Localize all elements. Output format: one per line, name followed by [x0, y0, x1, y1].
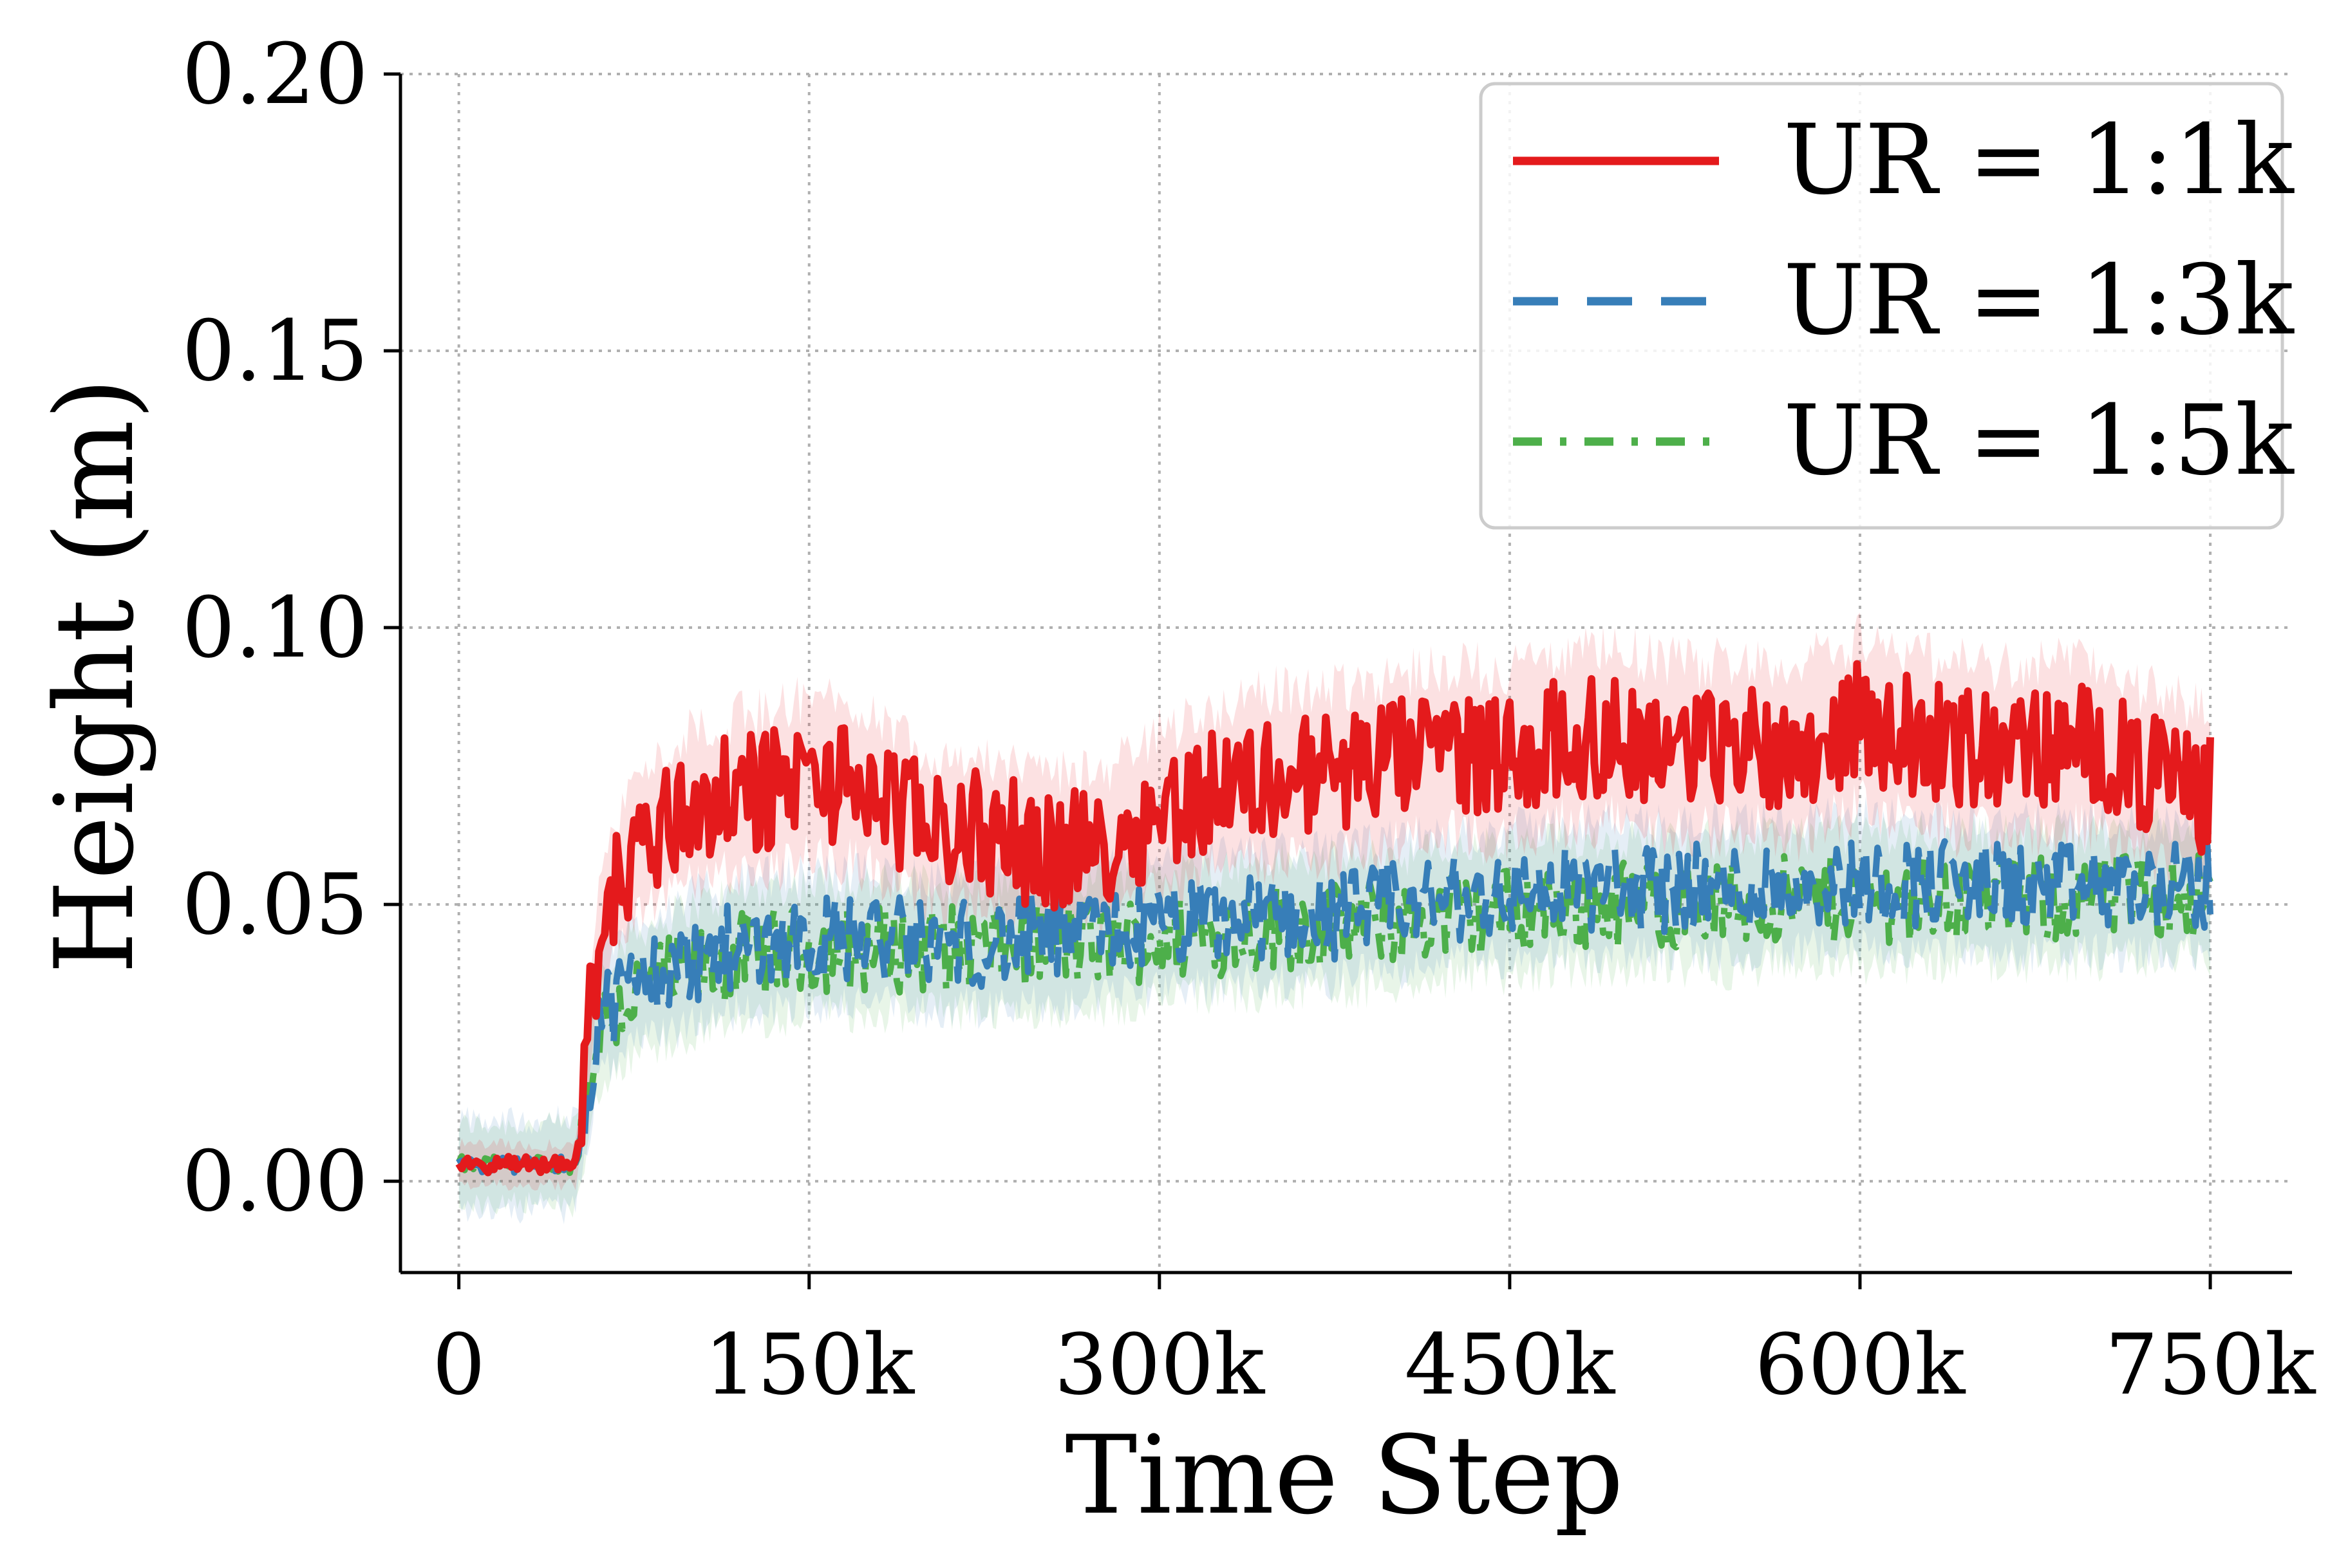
axes	[399, 74, 2292, 1274]
x-axis-label: Time Step	[1065, 1412, 1623, 1538]
x-tick-label: 450k	[1404, 1316, 1615, 1414]
legend-box	[1479, 82, 2284, 530]
x-tick-label: 150k	[704, 1316, 915, 1414]
legend-label: UR = 1:5k	[1783, 385, 2295, 497]
y-tick-label: 0.00	[182, 1132, 368, 1230]
y-tick-label: 0.15	[182, 302, 368, 400]
y-axis-ticks: 0.00 0.05 0.10 0.15 0.20	[182, 25, 400, 1230]
x-tick-label: 750k	[2105, 1316, 2316, 1414]
y-tick-label: 0.10	[182, 579, 368, 677]
y-tick-label: 0.20	[182, 25, 368, 123]
legend-label: UR = 1:1k	[1783, 104, 2295, 216]
series-lines	[455, 660, 2214, 1177]
y-axis-label: Height (m)	[32, 378, 158, 975]
y-tick-label: 0.05	[182, 855, 368, 953]
legend: UR = 1:1k UR = 1:3k UR = 1:5k	[1479, 82, 2295, 530]
series-line-ur-1-1k	[455, 660, 2214, 1177]
x-tick-label: 600k	[1755, 1316, 1966, 1414]
series-line-ur-1-3k	[456, 838, 2213, 1176]
x-tick-label: 0	[432, 1316, 485, 1414]
legend-label: UR = 1:3k	[1783, 245, 2295, 357]
x-axis-ticks: 0 150k 300k 450k 600k 750k	[432, 1273, 2316, 1414]
x-tick-label: 300k	[1054, 1316, 1265, 1414]
